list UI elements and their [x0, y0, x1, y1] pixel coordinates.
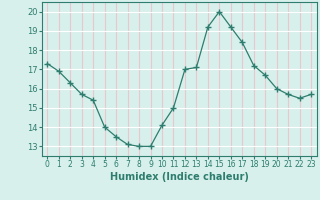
X-axis label: Humidex (Indice chaleur): Humidex (Indice chaleur)	[110, 172, 249, 182]
